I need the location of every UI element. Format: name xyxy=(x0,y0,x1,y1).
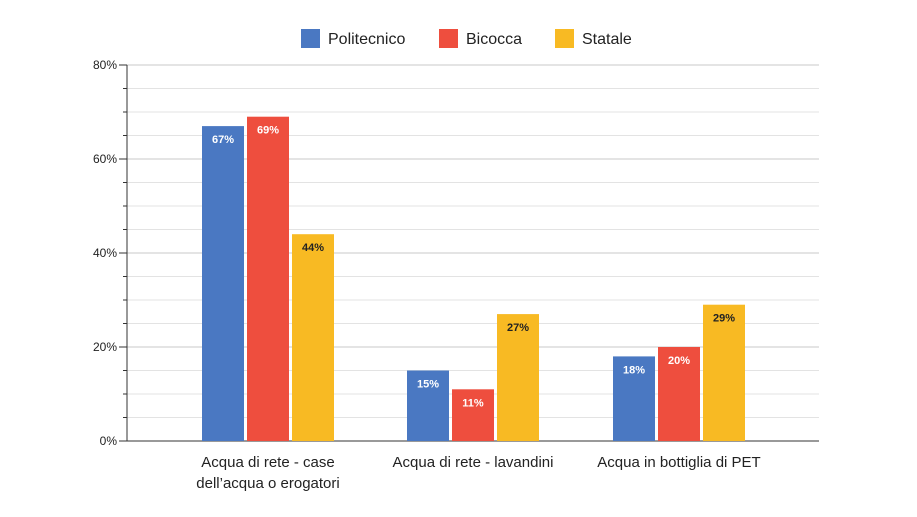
x-category-label: dell’acqua o erogatori xyxy=(196,475,339,492)
legend-swatch-politecnico xyxy=(301,29,320,48)
data-label: 20% xyxy=(668,355,690,367)
axis-layer: 0% 20% 40% 60% 80% Acqua di rete - case dell’a… xyxy=(93,58,819,492)
legend: Politecnico Bicocca Statale xyxy=(301,29,632,48)
legend-swatch-statale xyxy=(555,29,574,48)
y-tick-label: 80% xyxy=(93,58,117,72)
bar-statale-2 xyxy=(497,314,539,441)
bar-politecnico-1 xyxy=(202,126,244,441)
legend-label-politecnico: Politecnico xyxy=(328,31,405,48)
data-label: 15% xyxy=(417,379,439,391)
bar-bicocca-2 xyxy=(452,389,494,441)
y-tick-label: 20% xyxy=(93,340,117,354)
data-label: 27% xyxy=(507,322,529,334)
y-tick-label: 40% xyxy=(93,246,117,260)
data-label: 29% xyxy=(713,313,735,325)
legend-swatch-bicocca xyxy=(439,29,458,48)
data-label: 67% xyxy=(212,134,234,146)
legend-label-statale: Statale xyxy=(582,31,632,48)
x-category-label: Acqua di rete - lavandini xyxy=(393,454,554,471)
bar-bicocca-3 xyxy=(658,347,700,441)
bar-statale-1 xyxy=(292,234,334,441)
bar-politecnico-3 xyxy=(613,356,655,441)
legend-label-bicocca: Bicocca xyxy=(466,31,522,48)
bar-bicocca-1 xyxy=(247,116,289,441)
data-label: 44% xyxy=(302,242,324,254)
data-label: 11% xyxy=(462,397,484,409)
bar-statale-3 xyxy=(703,304,745,441)
y-tick-label: 60% xyxy=(93,152,117,166)
bar-politecnico-2 xyxy=(407,370,449,441)
labels-layer: 67% 69% 44% 15% 11% 27% 18% 20% 29% xyxy=(212,125,735,410)
y-tick-label: 0% xyxy=(100,434,118,448)
bars-layer xyxy=(202,116,745,441)
x-category-label: Acqua in bottiglia di PET xyxy=(597,454,760,471)
x-category-label: Acqua di rete - case xyxy=(201,454,334,471)
data-label: 69% xyxy=(257,125,279,137)
data-label: 18% xyxy=(623,364,645,376)
